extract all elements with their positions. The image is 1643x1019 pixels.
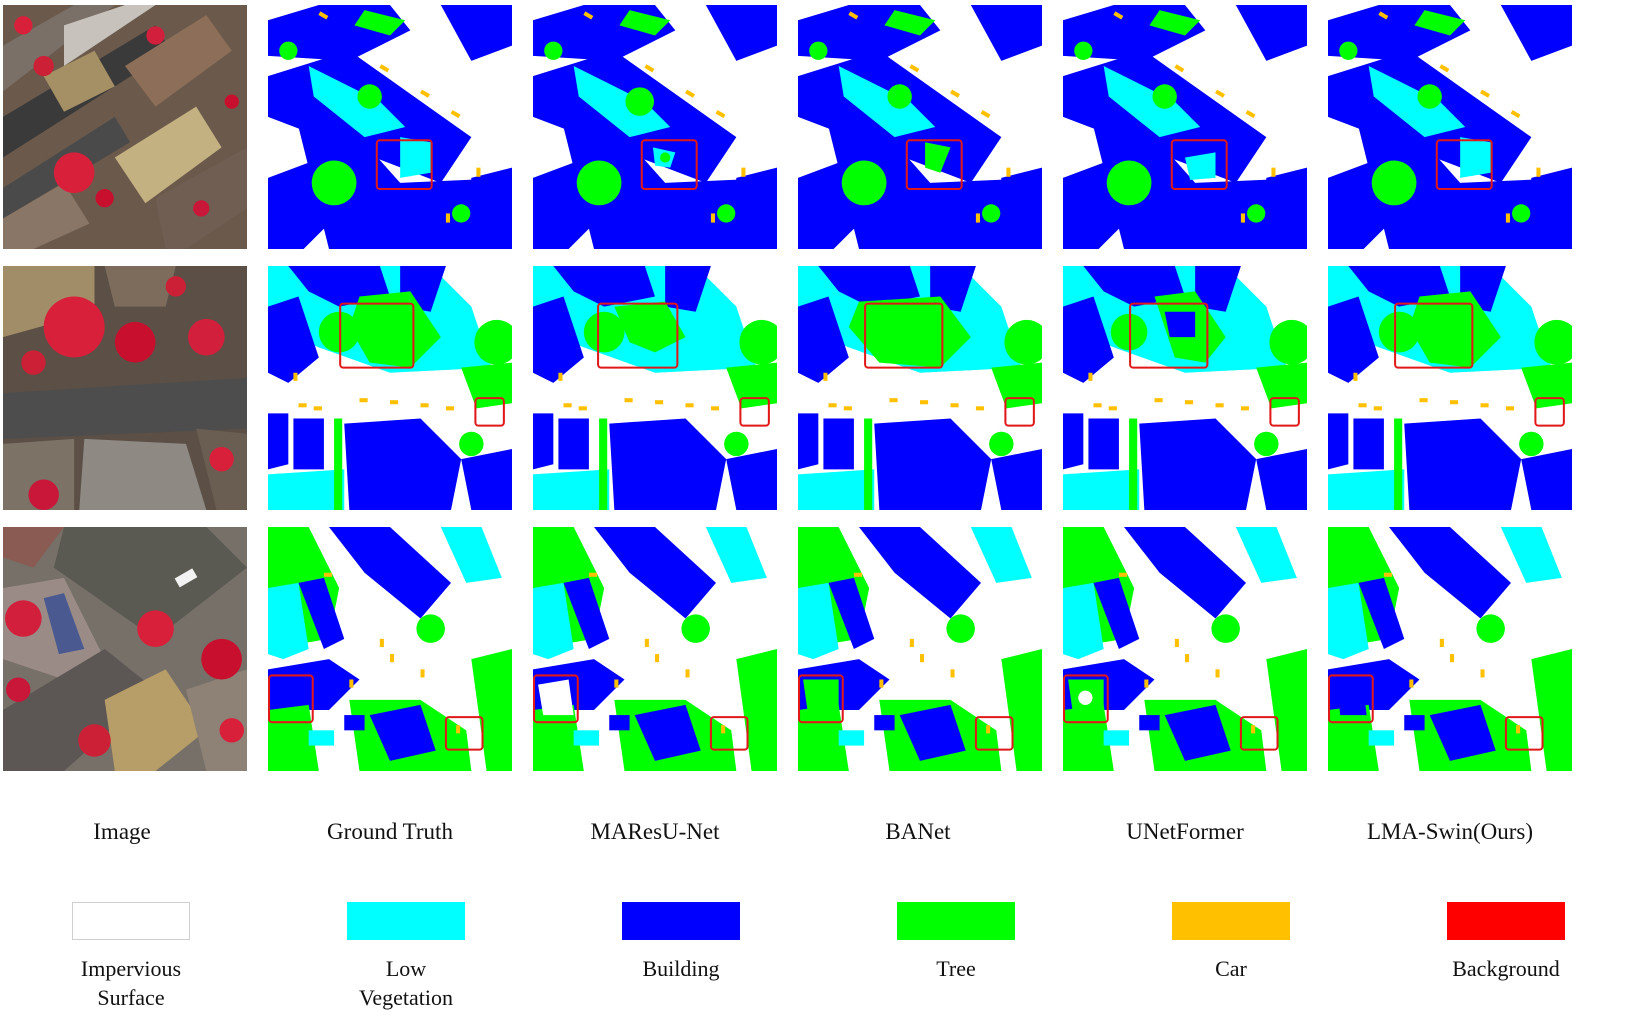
column-label-lma-swin: LMA-Swin(Ours)	[1366, 819, 1534, 844]
legend-item-car: Car	[1131, 902, 1331, 983]
tile-banet-row1	[798, 5, 1042, 249]
legend-label: Impervious Surface	[80, 956, 182, 1010]
legend-swatch	[72, 902, 190, 940]
qualitative-comparison-grid	[3, 5, 1572, 771]
column-label-ground-truth: Ground Truth	[327, 819, 453, 844]
column-label-image: Image	[93, 819, 151, 844]
legend-label: Low Vegetation	[358, 956, 454, 1010]
legend-swatch	[1172, 902, 1290, 940]
tile-maresunet-row2	[533, 266, 777, 510]
legend-swatch	[897, 902, 1015, 940]
tile-ours-row1	[1328, 5, 1572, 249]
tile-gt-row2	[268, 266, 512, 510]
tile-banet-row2	[798, 266, 1042, 510]
tile-gt-row3	[268, 527, 512, 771]
tile-ours-row2	[1328, 266, 1572, 510]
legend-item-impervious-surface: Impervious Surface	[31, 902, 231, 1012]
legend-item-tree: Tree	[856, 902, 1056, 983]
legend-item-building: Building	[581, 902, 781, 983]
legend-swatch	[622, 902, 740, 940]
legend-label: Building	[642, 956, 720, 981]
column-label-banet: BANet	[885, 819, 951, 844]
tile-gt-row1	[268, 5, 512, 249]
tile-image-row1	[3, 5, 247, 249]
tile-maresunet-row1	[533, 5, 777, 249]
column-label-unetformer: UNetFormer	[1126, 819, 1244, 844]
legend-swatch	[347, 902, 465, 940]
tile-unetformer-row1	[1063, 5, 1307, 249]
tile-image-row3	[3, 527, 247, 771]
legend-item-background: Background	[1406, 902, 1606, 983]
tile-unetformer-row3	[1063, 527, 1307, 771]
legend-item-low-vegetation: Low Vegetation	[306, 902, 506, 1012]
column-label-maresunet: MAResU-Net	[590, 819, 720, 844]
tile-image-row2	[3, 266, 247, 510]
tile-banet-row3	[798, 527, 1042, 771]
legend-label: Car	[1215, 956, 1247, 981]
tile-unetformer-row2	[1063, 266, 1307, 510]
legend-label: Background	[1452, 956, 1560, 981]
tile-ours-row3	[1328, 527, 1572, 771]
legend-swatch	[1447, 902, 1565, 940]
tile-maresunet-row3	[533, 527, 777, 771]
legend-label: Tree	[936, 956, 976, 981]
